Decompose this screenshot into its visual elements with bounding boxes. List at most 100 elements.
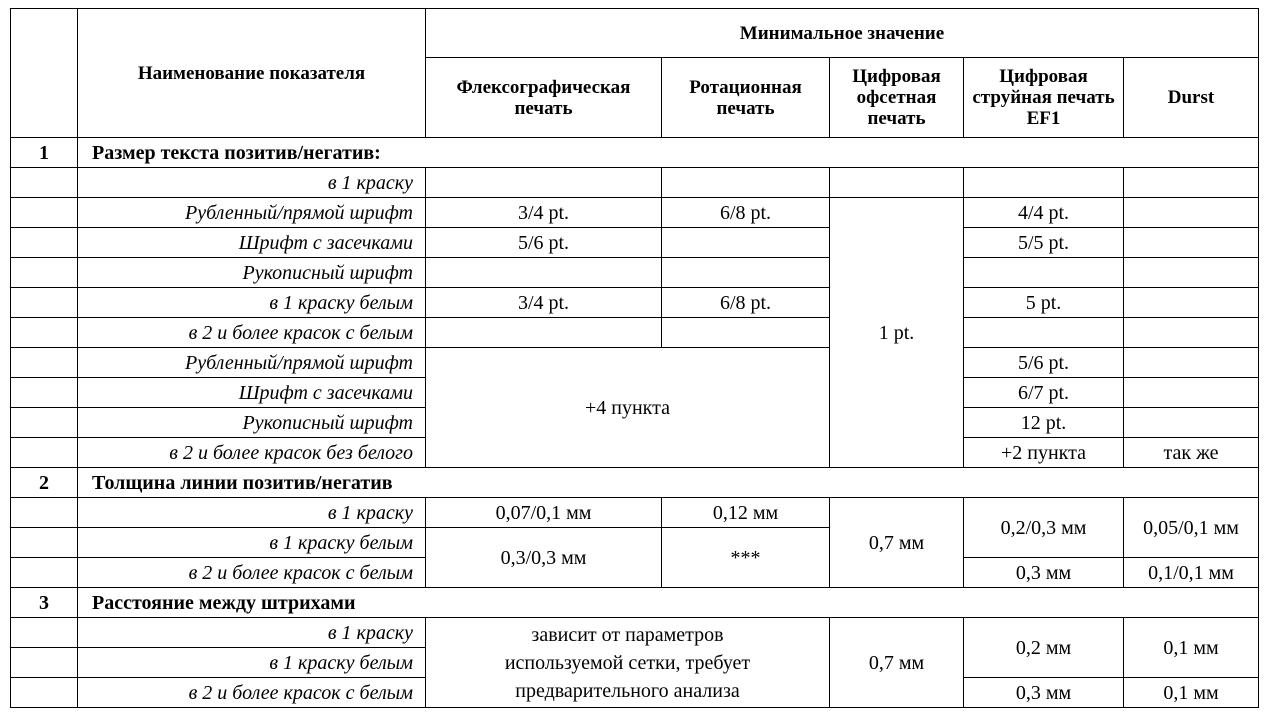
cell-rotary: [661, 167, 830, 198]
cell-ef1: [963, 317, 1124, 348]
section-row: 1 Размер текста позитив/негатив:: [10, 137, 1259, 168]
number-cell: [10, 257, 78, 288]
number-cell: [10, 527, 78, 558]
subheader-row: Флексографическая печать Ротационная печ…: [11, 57, 1259, 138]
cell-ef1: 5/6 pt.: [963, 347, 1124, 378]
cell-durst: 0,05/0,1 мм: [1123, 497, 1259, 558]
header-row: Наименование показателя Минимальное знач…: [10, 8, 1259, 138]
table-row: в 1 краску: [10, 167, 1259, 198]
cell-rotary: [661, 227, 830, 258]
section-number: 3: [10, 587, 78, 618]
number-cell: [10, 437, 78, 468]
cell-rotary: 0,12 мм: [661, 497, 830, 528]
row-label: в 1 краску белым: [77, 647, 426, 678]
cell-flexo: [425, 167, 662, 198]
table-row: в 1 краску 0,07/0,1 мм 0,12 мм 0,7 мм 0,…: [10, 497, 1259, 588]
cell-ef1: 5/5 pt.: [963, 227, 1124, 258]
cell-offset: 0,7 мм: [829, 497, 964, 588]
cell-ef1: 0,3 мм: [963, 677, 1124, 708]
table-row: Рукописный шрифт 12 pt.: [10, 407, 1259, 438]
cell-durst: [1123, 287, 1259, 318]
table-row: в 1 краску белым 3/4 pt. 6/8 pt. 5 pt.: [10, 287, 1259, 318]
cell-ef1: +2 пункта: [963, 437, 1124, 468]
row-label: Рукописный шрифт: [77, 407, 426, 438]
table-row: в 1 краску зависит от параметров использ…: [10, 617, 1259, 708]
cell-durst: так же: [1123, 437, 1259, 468]
row-label: в 1 краску: [77, 167, 426, 198]
cell-durst: [1123, 197, 1259, 228]
number-cell: [10, 287, 78, 318]
cell-ef1: [963, 167, 1124, 198]
number-cell: [10, 647, 78, 678]
col-header-ef1: Цифровая струйная печать EF1: [963, 57, 1124, 138]
section-row: 2 Толщина линии позитив/негатив: [10, 467, 1259, 498]
table-row: Рубленный/прямой шрифт 3/4 pt. 6/8 pt. 1…: [10, 197, 1259, 468]
section-title: Толщина линии позитив/негатив: [77, 467, 1259, 498]
table-row: в 2 и более красок с белым 0,3 мм 0,1/0,…: [10, 557, 1259, 588]
table-row: в 1 краску белым: [10, 647, 1259, 678]
cell-flexo: 0,3/0,3 мм: [425, 527, 662, 588]
cell-flexo: [425, 257, 662, 288]
row-label: в 1 краску: [77, 617, 426, 648]
row-label: Рукописный шрифт: [77, 257, 426, 288]
table-row: в 2 и более красок с белым: [10, 317, 1259, 348]
cell-flexo: 0,07/0,1 мм: [425, 497, 662, 528]
cell-flexo-rotary: +4 пункта: [425, 347, 830, 468]
row-label: в 2 и более красок с белым: [77, 317, 426, 348]
cell-flexo: [425, 317, 662, 348]
section-row: 3 Расстояние между штрихами: [10, 587, 1259, 618]
section-number: 1: [10, 137, 78, 168]
col-header-flexo: Флексографическая печать: [425, 57, 662, 138]
cell-flexo: 5/6 pt.: [425, 227, 662, 258]
row-label: Шрифт с засечками: [77, 227, 426, 258]
cell-ef1: 4/4 pt.: [963, 197, 1124, 228]
cell-durst: 0,1 мм: [1123, 677, 1259, 708]
cell-rotary: ***: [661, 527, 830, 588]
cell-rotary: [661, 317, 830, 348]
cell-ef1: 0,2 мм: [963, 617, 1124, 678]
col-header-rotary: Ротационная печать: [661, 57, 830, 138]
cell-flexo: 3/4 pt.: [425, 287, 662, 318]
number-header-cell: [10, 8, 78, 138]
table-row: Рукописный шрифт: [10, 257, 1259, 288]
cell-durst: [1123, 347, 1259, 378]
table-row: Шрифт с засечками 6/7 pt.: [10, 377, 1259, 408]
requirements-table: Наименование показателя Минимальное знач…: [10, 8, 1259, 708]
cell-durst: 0,1 мм: [1123, 617, 1259, 678]
cell-durst: 0,1/0,1 мм: [1123, 557, 1259, 588]
min-value-header: Минимальное значение: [425, 8, 1259, 58]
cell-ef1: [963, 257, 1124, 288]
table-row: в 2 и более красок с белым 0,3 мм 0,1 мм: [10, 677, 1259, 708]
number-cell: [10, 167, 78, 198]
number-cell: [10, 557, 78, 588]
row-label: Рубленный/прямой шрифт: [77, 347, 426, 378]
row-label: в 1 краску белым: [77, 527, 426, 558]
cell-rotary: 6/8 pt.: [661, 287, 830, 318]
row-label: в 2 и более красок без белого: [77, 437, 426, 468]
table-row: в 2 и более красок без белого +2 пункта …: [10, 437, 1259, 468]
cell-offset: 0,7 мм: [829, 617, 964, 708]
section-title: Расстояние между штрихами: [77, 587, 1259, 618]
number-cell: [10, 347, 78, 378]
cell-offset: 1 pt.: [829, 197, 964, 468]
cell-durst: [1123, 167, 1259, 198]
cell-durst: [1123, 227, 1259, 258]
cell-rotary: 6/8 pt.: [661, 197, 830, 228]
table-row: в 1 краску белым 0,3/0,3 мм ***: [10, 527, 1259, 588]
cell-ef1: 0,3 мм: [963, 557, 1124, 588]
number-cell: [10, 377, 78, 408]
cell-flexo-rotary: зависит от параметров используемой сетки…: [425, 617, 830, 708]
row-label: в 2 и более красок с белым: [77, 677, 426, 708]
cell-durst: [1123, 377, 1259, 408]
cell-flexo: 3/4 pt.: [425, 197, 662, 228]
number-cell: [10, 617, 78, 648]
table-row: Шрифт с засечками 5/6 pt. 5/5 pt.: [10, 227, 1259, 258]
cell-rotary: [661, 257, 830, 288]
number-cell: [10, 197, 78, 228]
cell-ef1: 12 pt.: [963, 407, 1124, 438]
cell-ef1: 6/7 pt.: [963, 377, 1124, 408]
cell-durst: [1123, 317, 1259, 348]
col-header-durst: Durst: [1123, 57, 1259, 138]
number-cell: [10, 227, 78, 258]
section-title: Размер текста позитив/негатив:: [77, 137, 1259, 168]
